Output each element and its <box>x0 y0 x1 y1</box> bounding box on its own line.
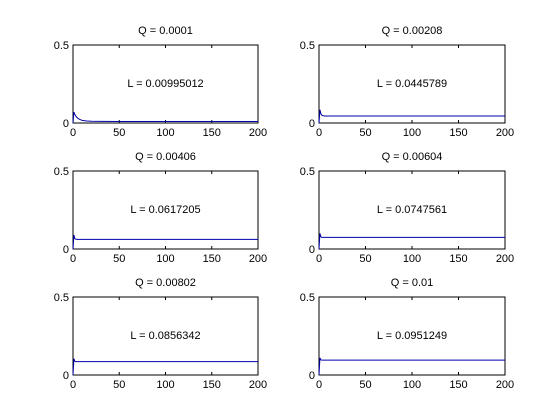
y-tick-label: 0 <box>309 244 315 256</box>
x-tick-label: 0 <box>70 253 76 265</box>
subplot-panel-6: Q = 0.01 0 50 100 150 200 0 0.5 L = 0.0951249 <box>300 277 514 391</box>
x-tick-label: 50 <box>113 379 125 391</box>
series-line <box>318 233 505 250</box>
x-tick-label: 0 <box>316 127 322 139</box>
x-tick-label: 100 <box>156 253 174 265</box>
x-tick-label: 150 <box>203 253 221 265</box>
series-line <box>72 358 258 376</box>
y-tick-label: 0.5 <box>54 40 69 52</box>
l-value-annotation: L = 0.0951249 <box>377 330 447 342</box>
l-value-annotation: L = 0.0445789 <box>377 78 447 90</box>
x-tick-label: 150 <box>449 253 467 265</box>
x-tick-label: 150 <box>449 379 467 391</box>
subplot-title: Q = 0.00604 <box>382 151 443 163</box>
subplot-title: Q = 0.00208 <box>382 25 443 37</box>
x-tick-label: 50 <box>359 379 371 391</box>
subplot-title: Q = 0.00802 <box>135 277 196 289</box>
x-tick-label: 150 <box>203 127 221 139</box>
x-tick-label: 50 <box>113 253 125 265</box>
subplot-title: Q = 0.00406 <box>135 151 196 163</box>
x-tick-label: 200 <box>496 127 514 139</box>
x-tick-label: 200 <box>249 379 267 391</box>
x-tick-label: 50 <box>359 127 371 139</box>
x-tick-label: 100 <box>403 379 421 391</box>
x-tick-label: 0 <box>70 127 76 139</box>
y-tick-label: 0.5 <box>54 166 69 178</box>
l-value-annotation: L = 0.00995012 <box>127 78 203 90</box>
series-line <box>318 357 505 376</box>
x-tick-label: 200 <box>249 253 267 265</box>
x-tick-label: 0 <box>316 379 322 391</box>
x-tick-label: 200 <box>249 127 267 139</box>
subplot-panel-2: Q = 0.00208 0 50 100 150 200 0 0.5 L = 0.0445789 <box>300 25 514 139</box>
x-tick-label: 0 <box>70 379 76 391</box>
x-tick-label: 50 <box>359 253 371 265</box>
l-value-annotation: L = 0.0856342 <box>130 330 200 342</box>
y-tick-label: 0 <box>63 244 69 256</box>
y-tick-label: 0.5 <box>300 166 315 178</box>
l-value-annotation: L = 0.0617205 <box>130 204 200 216</box>
x-tick-label: 100 <box>403 127 421 139</box>
x-tick-label: 100 <box>156 127 174 139</box>
y-tick-label: 0.5 <box>54 292 69 304</box>
l-value-annotation: L = 0.0747561 <box>377 204 447 216</box>
series-line <box>318 109 505 124</box>
x-tick-label: 200 <box>496 253 514 265</box>
series-line <box>72 234 258 250</box>
x-tick-label: 200 <box>496 379 514 391</box>
subplot-panels: Q = 0.0001 0 50 100 150 200 0 0.5 L = 0.00995012… <box>54 25 514 391</box>
plot-area-frame <box>318 170 506 250</box>
subplot-panel-3: Q = 0.00406 0 50 100 150 200 0 0.5 L = 0.0617205 <box>54 151 267 265</box>
x-tick-label: 100 <box>156 379 174 391</box>
series-line <box>72 111 258 124</box>
y-tick-label: 0.5 <box>300 40 315 52</box>
x-tick-label: 150 <box>449 127 467 139</box>
subplot-title: Q = 0.01 <box>391 277 434 289</box>
y-tick-label: 0.5 <box>300 292 315 304</box>
y-tick-label: 0 <box>309 118 315 130</box>
subplot-panel-5: Q = 0.00802 0 50 100 150 200 0 0.5 L = 0.0856342 <box>54 277 267 391</box>
y-tick-label: 0 <box>309 370 315 382</box>
x-tick-label: 50 <box>113 127 125 139</box>
x-tick-label: 100 <box>403 253 421 265</box>
plot-area-frame <box>72 44 259 124</box>
plot-area-frame <box>318 296 506 376</box>
subplot-panel-4: Q = 0.00604 0 50 100 150 200 0 0.5 L = 0.0747561 <box>300 151 514 265</box>
y-tick-label: 0 <box>63 118 69 130</box>
x-tick-label: 150 <box>203 379 221 391</box>
subplot-title: Q = 0.0001 <box>138 25 193 37</box>
x-tick-label: 0 <box>316 253 322 265</box>
subplot-panel-1: Q = 0.0001 0 50 100 150 200 0 0.5 L = 0.00995012 <box>54 25 267 139</box>
y-tick-label: 0 <box>63 370 69 382</box>
